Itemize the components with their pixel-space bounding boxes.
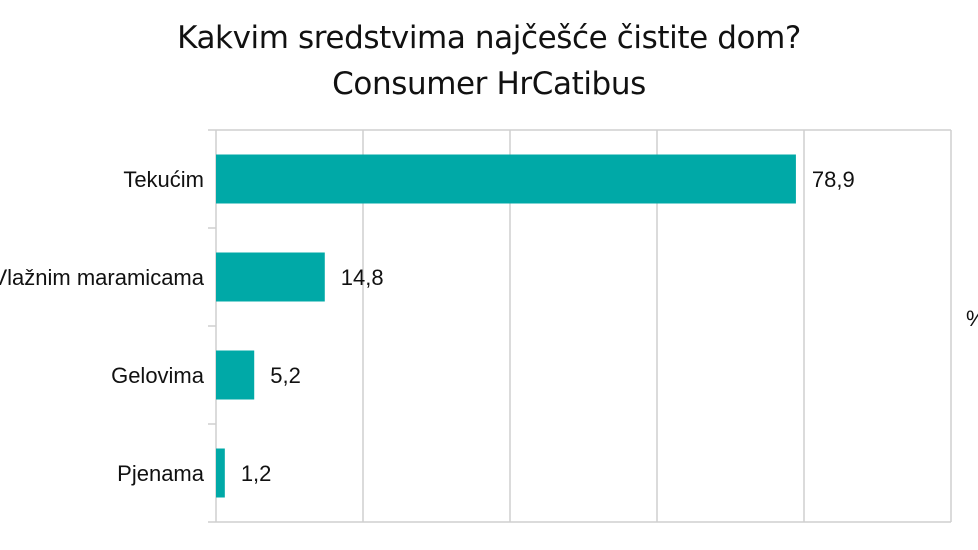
chart-title: Kakvim sredstvima najčešće čistite dom? bbox=[177, 20, 801, 56]
chart-subtitle: Consumer HrCatibus bbox=[332, 66, 646, 102]
bar bbox=[216, 252, 325, 302]
category-label: Pjenama bbox=[117, 461, 205, 486]
data-label: 1,2 bbox=[241, 461, 272, 486]
data-label: 5,2 bbox=[270, 363, 301, 388]
bar bbox=[216, 448, 225, 498]
bar bbox=[216, 154, 796, 204]
data-label: 78,9 bbox=[812, 167, 855, 192]
data-label: 14,8 bbox=[341, 265, 384, 290]
category-label: Tekućim bbox=[123, 167, 204, 192]
bar bbox=[216, 350, 255, 400]
unit-label: % bbox=[966, 306, 978, 331]
category-label: Gelovima bbox=[111, 363, 205, 388]
category-label: Vlažnim maramicama bbox=[0, 265, 205, 290]
